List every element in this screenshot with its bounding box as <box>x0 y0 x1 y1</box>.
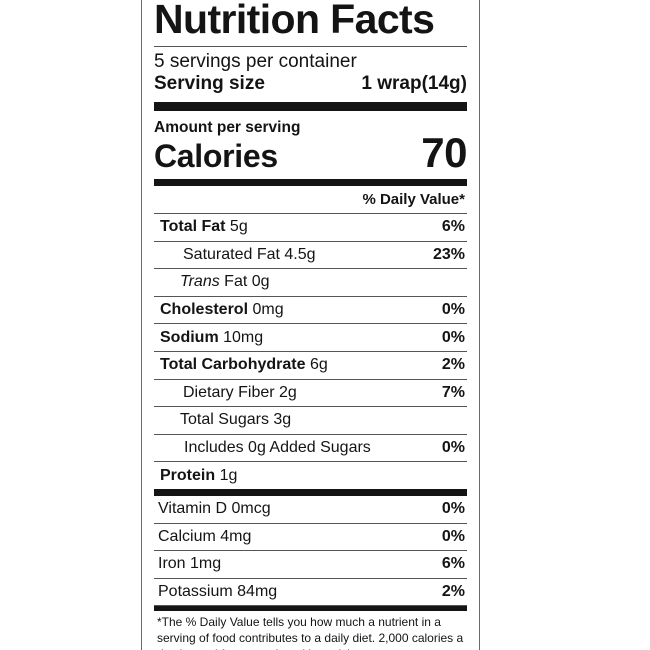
vitamin-label: Vitamin D 0mcg <box>158 500 271 518</box>
serving-size-value: 1 wrap(14g) <box>361 73 467 94</box>
daily-value-footnote: *The % Daily Value tells you how much a … <box>157 615 464 650</box>
nutrient-label: Includes 0g Added Sugars <box>184 439 371 457</box>
vitamin-percent: 2% <box>441 583 465 601</box>
vitamin-label: Calcium 4mg <box>158 527 252 545</box>
nutrient-label: Sodium 10mg <box>160 328 264 346</box>
label-title: Nutrition Facts <box>154 0 435 42</box>
nutrient-percent: 23% <box>432 245 465 263</box>
calories-value: 70 <box>421 129 467 176</box>
nutrient-percent: 0% <box>441 328 465 346</box>
nutrient-percent: 0% <box>441 301 465 319</box>
nutrient-label: Trans Fat 0g <box>180 273 270 291</box>
nutrient-row-trans-fat: Trans Fat 0g <box>154 268 467 296</box>
nutrient-row-sodium: Sodium 10mg 0% <box>154 323 467 351</box>
nutrient-row-protein: Protein 1g <box>154 461 467 489</box>
serving-size-row: Serving size 1 wrap(14g) <box>154 73 467 95</box>
calories-divider-bar <box>154 179 467 186</box>
nutrient-percent: 7% <box>441 383 465 401</box>
calories-row: Calories 70 <box>154 129 467 176</box>
serving-size-label: Serving size <box>154 73 265 94</box>
nutrient-row-total-sugars: Total Sugars 3g <box>154 406 467 434</box>
nutrient-row-saturated-fat: Saturated Fat 4.5g 23% <box>154 240 467 269</box>
nutrient-label: Total Fat 5g <box>160 218 248 236</box>
vitamins-divider-bar <box>154 488 467 496</box>
nutrient-row-total-fat: Total Fat 5g 6% <box>154 213 467 241</box>
daily-value-header: % Daily Value* <box>362 191 465 208</box>
nutrient-label: Total Sugars 3g <box>180 411 292 429</box>
nutrient-label: Dietary Fiber 2g <box>183 383 297 401</box>
vitamin-label: Potassium 84mg <box>158 583 278 601</box>
nutrient-label: Saturated Fat 4.5g <box>183 245 316 263</box>
nutrient-label: Protein 1g <box>160 466 238 484</box>
footnote-divider-bar <box>154 606 467 612</box>
nutrient-label: Total Carbohydrate 6g <box>160 356 328 374</box>
nutrient-row-total-carbohydrate: Total Carbohydrate 6g 2% <box>154 350 467 379</box>
vitamin-row-vitamin-d: Vitamin D 0mcg 0% <box>154 496 467 524</box>
calories-label: Calories <box>154 138 278 174</box>
nutrient-label: Cholesterol 0mg <box>160 301 284 319</box>
servings-per-container: 5 servings per container <box>154 51 357 72</box>
vitamin-row-potassium: Potassium 84mg 2% <box>154 579 467 607</box>
nutrient-percent: 0% <box>441 439 465 457</box>
nutrient-percent: 6% <box>441 218 465 236</box>
vitamin-percent: 0% <box>441 500 465 518</box>
nutrient-row-cholesterol: Cholesterol 0mg 0% <box>154 295 467 324</box>
nutrition-facts-panel: Nutrition Facts 5 servings per container… <box>141 0 480 650</box>
amount-per-serving: Amount per serving <box>154 119 301 136</box>
vitamin-row-iron: Iron 1mg 6% <box>154 551 467 579</box>
vitamin-row-calcium: Calcium 4mg 0% <box>154 524 467 552</box>
nutrient-percent: 2% <box>441 356 465 374</box>
serving-divider-bar <box>154 102 467 111</box>
title-divider <box>154 46 467 47</box>
nutrient-row-added-sugars: Includes 0g Added Sugars 0% <box>154 433 467 462</box>
nutrient-row-dietary-fiber: Dietary Fiber 2g 7% <box>154 378 467 407</box>
vitamin-percent: 0% <box>441 527 465 545</box>
vitamin-label: Iron 1mg <box>158 555 222 573</box>
vitamin-percent: 6% <box>441 555 465 573</box>
